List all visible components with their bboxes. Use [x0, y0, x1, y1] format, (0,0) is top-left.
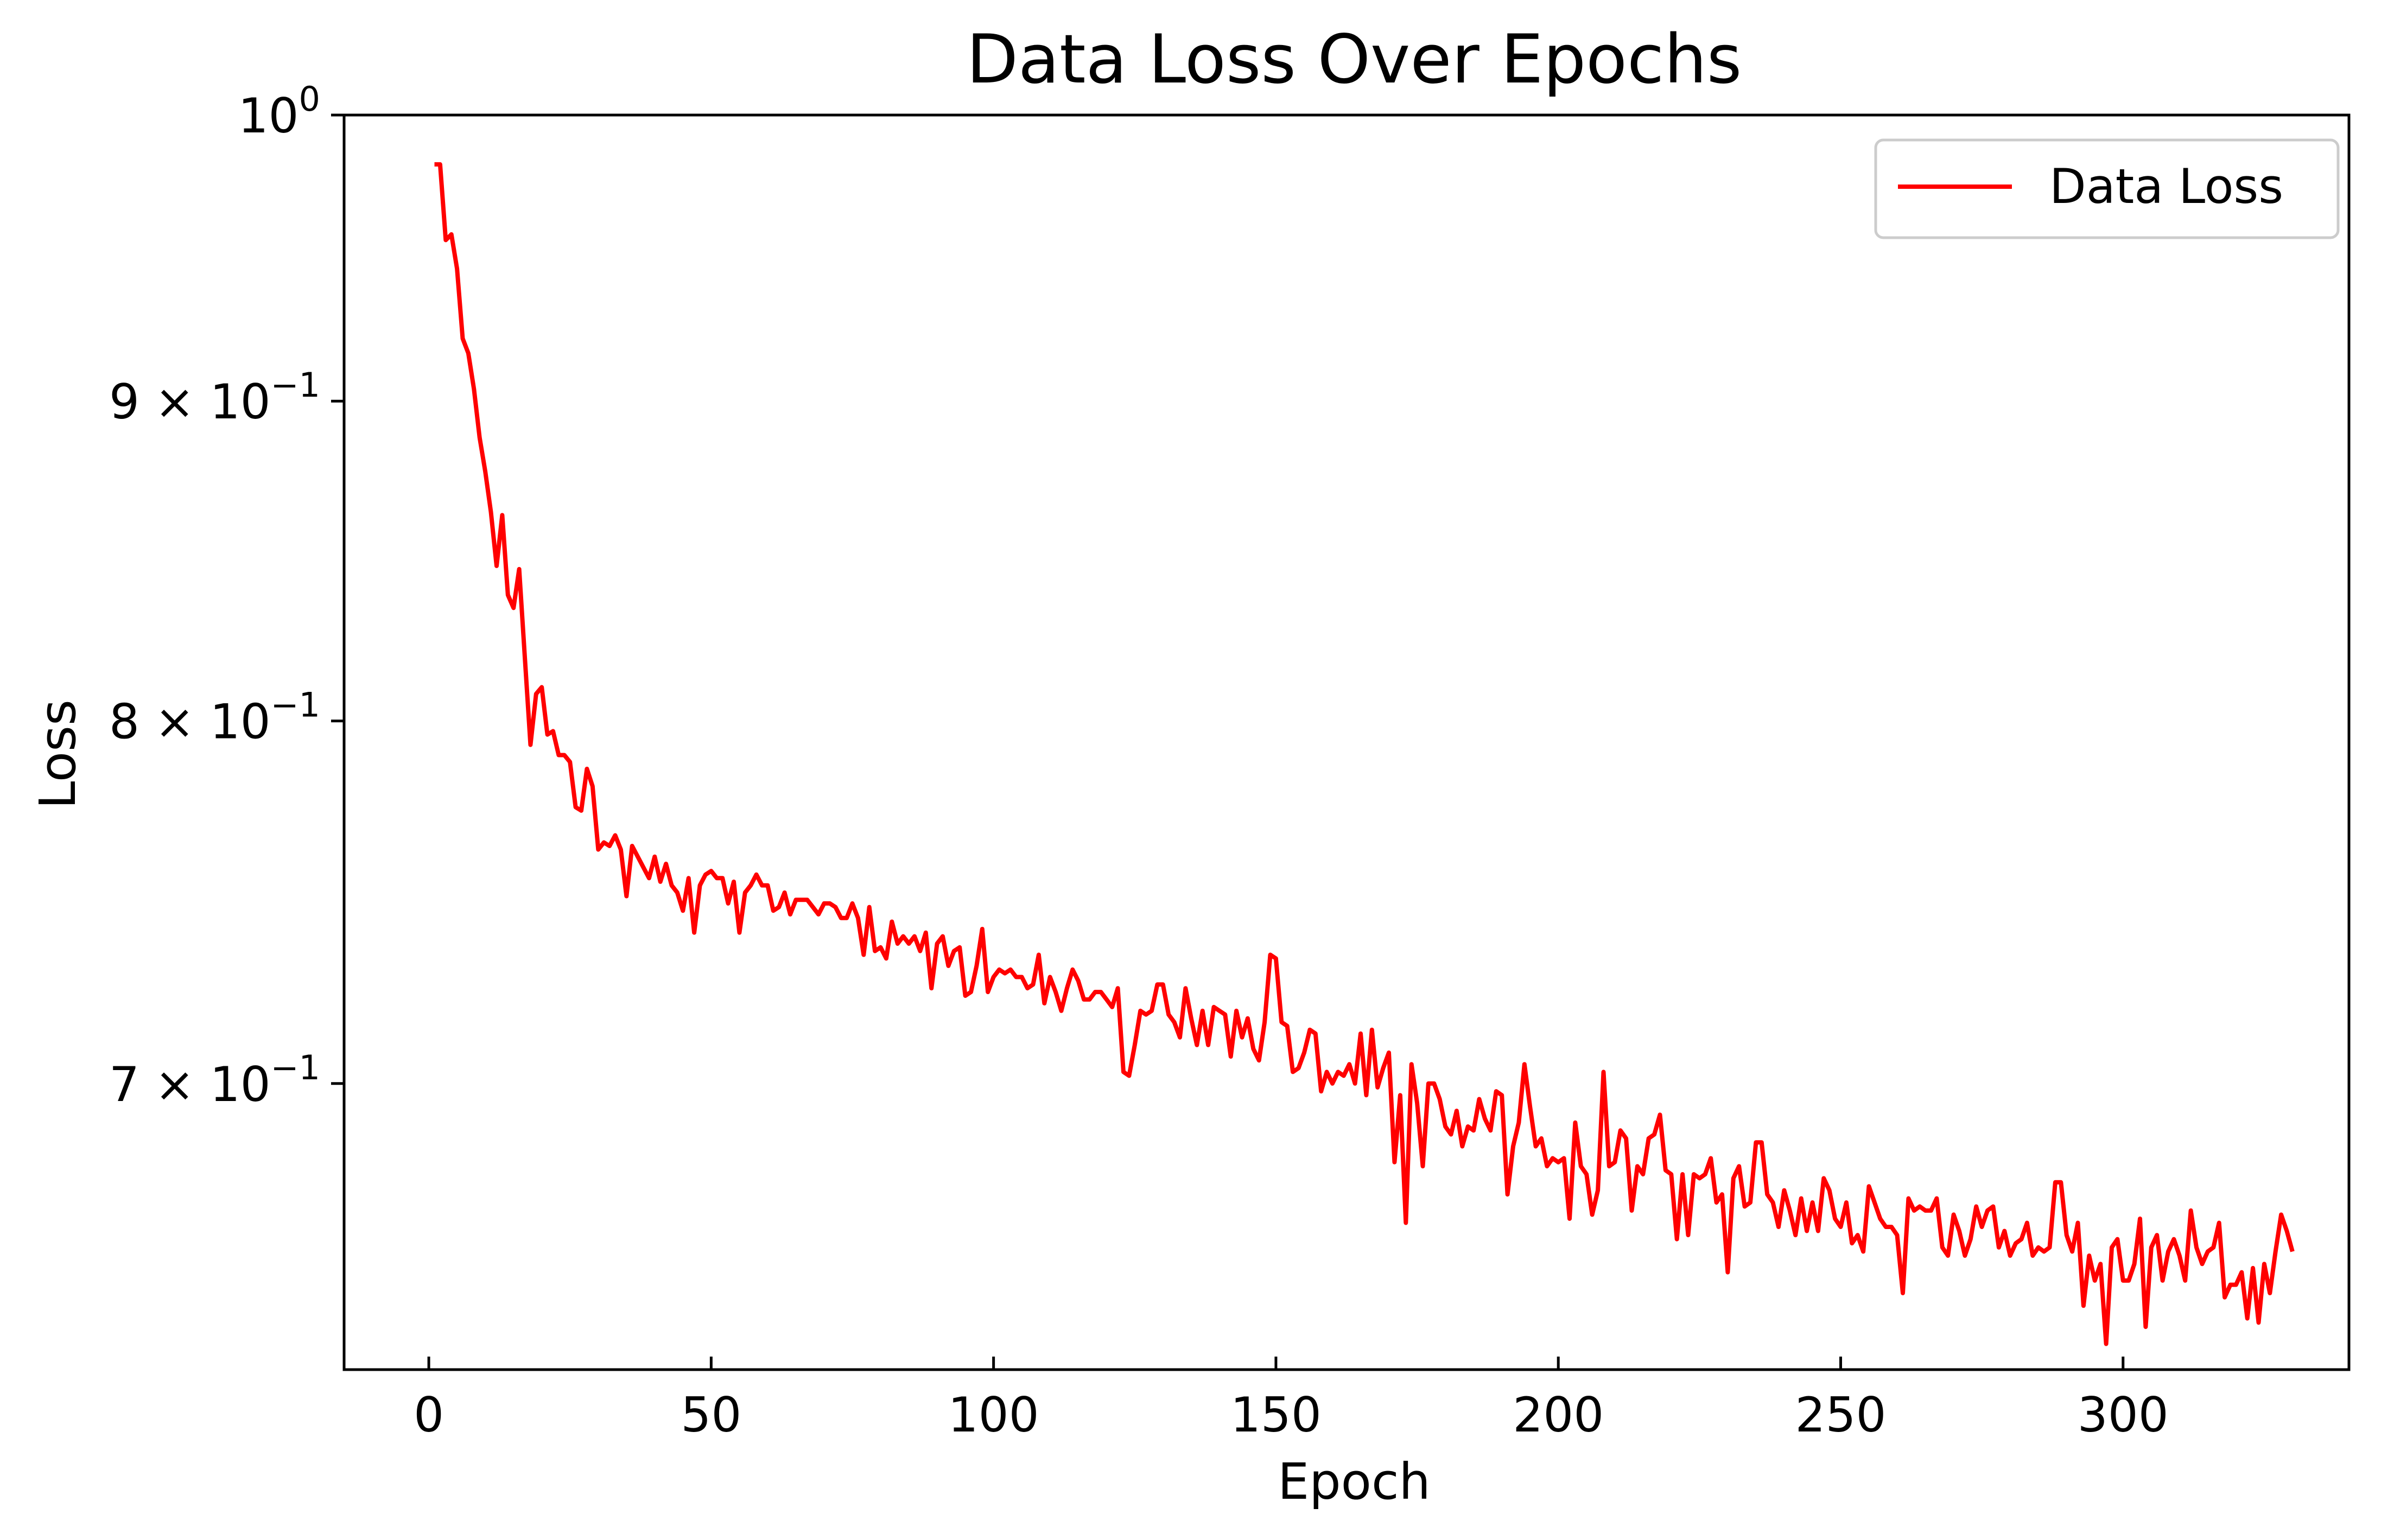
legend-label-data-loss: Data Loss — [2049, 158, 2283, 214]
chart-title: Data Loss Over Epochs — [967, 21, 1742, 99]
series-line-data-loss — [434, 162, 2295, 1346]
x-axis-ticks: 0 50 100 150 200 250 300 — [414, 1357, 2169, 1443]
x-axis-label: Epoch — [1278, 1453, 1431, 1511]
x-tick-label: 100 — [948, 1387, 1039, 1443]
legend: Data Loss — [1874, 138, 2340, 239]
y-axis-label: Loss — [29, 699, 87, 809]
y-tick-label: 9 × 10−1 — [109, 365, 320, 430]
x-tick-label: 0 — [414, 1387, 444, 1443]
x-tick-label: 50 — [681, 1387, 741, 1443]
plot-area — [434, 162, 2295, 1346]
x-tick-label: 250 — [1795, 1387, 1887, 1443]
legend-box — [1874, 138, 2340, 239]
x-tick-label: 200 — [1513, 1387, 1604, 1443]
x-tick-label: 300 — [2078, 1387, 2169, 1443]
axes-frame — [342, 113, 2351, 1371]
x-tick-label: 150 — [1230, 1387, 1322, 1443]
